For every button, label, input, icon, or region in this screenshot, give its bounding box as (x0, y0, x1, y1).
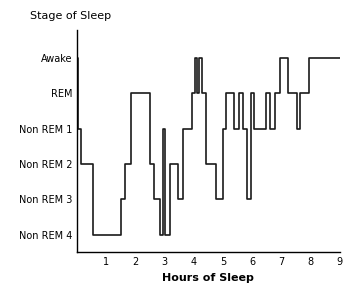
X-axis label: Hours of Sleep: Hours of Sleep (162, 273, 254, 283)
Text: Stage of Sleep: Stage of Sleep (30, 11, 111, 21)
